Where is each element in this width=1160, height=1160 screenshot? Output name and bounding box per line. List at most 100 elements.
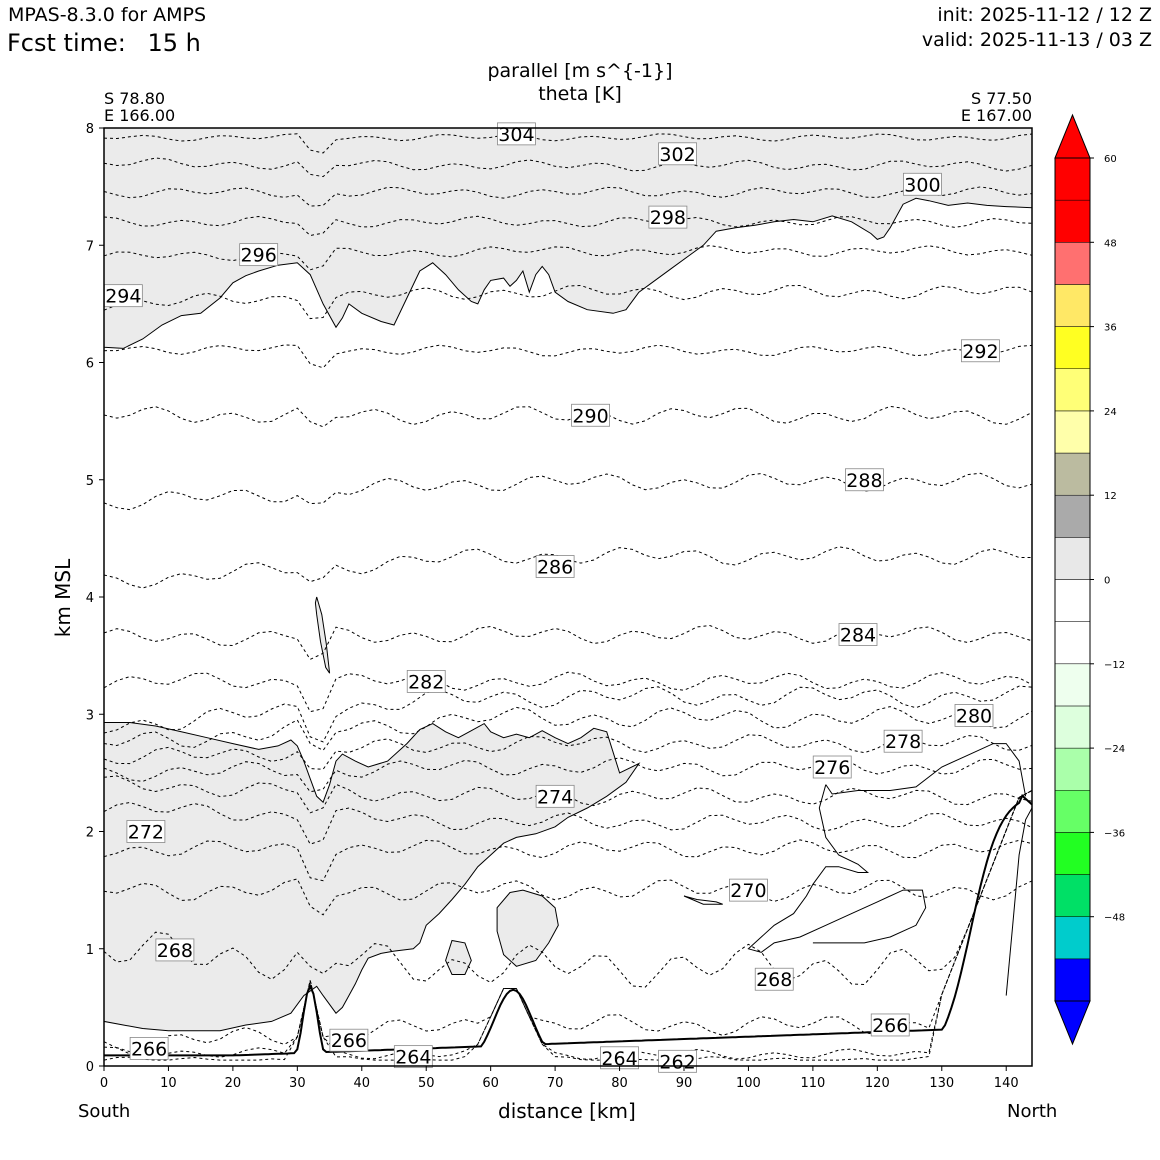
contour-label-box [838,623,878,646]
x-tick-label: 130 [929,1076,954,1091]
contour-label: 266 [331,1030,367,1052]
theta-contour-line [103,839,1033,882]
contour-label-layer: 262 264 264 266 266 266 268 268 270 272 274 276 278 2… [103,122,1000,1073]
colorbar-segment [1054,326,1091,370]
shaded-region-upper [103,127,1033,349]
colorbar-segment [1054,747,1091,791]
colorbar-tick-label: −36 [1104,828,1125,839]
colorbar-segment [1054,790,1091,833]
colorbar-tick-label: 48 [1104,238,1117,249]
contour-label: 284 [840,625,876,647]
y-tick-label: 0 [86,1060,94,1075]
x-tick-label: 70 [547,1076,564,1091]
theta-contour-line [103,790,1033,988]
contour-label: 302 [659,144,695,166]
chart-title: parallel [m s^{-1}] [487,60,673,82]
contour-label: 288 [846,470,882,492]
contour-label-box [903,172,942,196]
theta-contour-line [103,284,1033,320]
colorbar-extend-high [1054,113,1091,159]
colorbar-segment [1054,705,1091,749]
wind-shading-layer [103,127,1033,1032]
contour-label-box [155,938,195,962]
contour-label: 262 [659,1051,695,1073]
y-tick-label: 5 [86,474,94,489]
colorbar-segment [1054,832,1091,875]
contour-label-box [658,1049,697,1073]
contour-label: 298 [650,207,686,229]
contour-label: 290 [572,405,608,427]
x-tick-label: 120 [865,1076,890,1091]
x-axis-label: distance [km] [498,1099,636,1123]
contour-label: 278 [885,731,921,753]
left-longitude: E 166.00 [104,106,176,125]
x-tick-label: 0 [100,1076,108,1091]
theta-contour-line [103,734,1033,770]
contour-label: 264 [395,1047,431,1069]
x-tick-label: 10 [160,1076,177,1091]
contour-label: 268 [157,940,193,962]
contour-label: 292 [962,341,998,363]
colorbar-segment [1054,874,1091,917]
contour-label-box [393,1045,433,1069]
y-tick-label: 1 [86,943,94,958]
colorbar-tick-label: 60 [1104,154,1117,165]
contour-label-box [961,339,1000,363]
forecast-time-label: Fcst time: [7,29,126,57]
contour-label-box [658,142,697,166]
shaded-region-blob [496,889,559,967]
colorbar-segment [1054,494,1091,538]
colorbar-tick-label: 0 [1104,576,1110,587]
theta-contour-line [103,801,1033,845]
contour-label-box [870,1013,910,1037]
north-label: North [1007,1101,1058,1122]
theta-contour-line [103,344,1033,369]
contour-label-box [883,729,923,753]
chart-subtitle: theta [K] [538,83,622,105]
theta-contour-line [103,757,1033,793]
colorbar-segment [1054,663,1091,707]
right-latitude: S 77.50 [970,89,1032,108]
contour-label: 282 [408,671,444,693]
colorbar-segment [1054,410,1091,454]
colorbar-segment [1054,579,1091,622]
theta-contour-line [103,405,1033,428]
y-tick-label: 6 [86,357,94,372]
contour-label-box [239,243,279,267]
theta-contour-line [103,186,1033,207]
y-tick-label: 2 [86,826,94,841]
shaded-region-small [314,596,331,674]
wind-contour-line [1005,807,1033,996]
colorbar-segment [1054,916,1091,960]
theta-contour-line [103,133,1033,154]
theta-contour-line [103,790,1033,1061]
contour-label: 270 [730,880,766,902]
contour-label-box [535,784,575,808]
colorbar-segment [1054,284,1091,327]
colorbar-segment [1054,958,1091,1002]
theta-contour-line [103,624,1033,661]
x-tick-label: 80 [611,1076,628,1091]
colorbar-segment [1054,157,1091,201]
x-tick-label: 90 [676,1076,693,1091]
contour-label: 274 [537,786,573,808]
wind-contour-line [747,784,927,953]
wind-contour-line [825,743,1027,797]
x-tick-label: 100 [736,1076,761,1091]
y-tick-label: 8 [86,122,94,137]
contour-label: 266 [872,1015,908,1037]
contour-label: 266 [131,1038,167,1060]
contour-label: 286 [537,557,573,579]
y-tick-label: 7 [86,239,94,254]
x-tick-label: 110 [800,1076,825,1091]
contour-label-box [845,468,884,492]
contour-label: 268 [756,969,792,991]
valid-time: valid: 2025-11-13 / 03 Z [921,29,1152,51]
contour-label: 296 [241,245,277,267]
theta-contour-line [103,472,1033,511]
right-longitude: E 167.00 [960,106,1032,125]
theta-contour-line [103,878,1033,916]
theta-contour-layer [103,133,1033,1061]
shaded-region-lower [103,722,641,1032]
